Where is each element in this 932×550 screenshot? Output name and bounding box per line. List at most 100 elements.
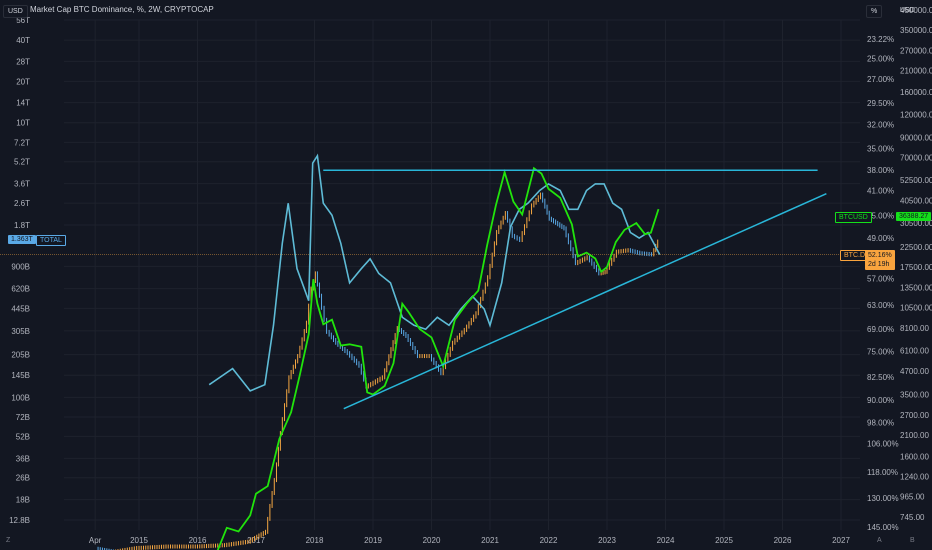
right-pct-tick-3: 29.50% [867, 99, 894, 108]
right-usd-tick-22: 1240.00 [900, 473, 929, 482]
left-axis-tick-16: 145B [11, 371, 30, 380]
settings-icon[interactable]: B [910, 537, 915, 544]
btcusd-name-tag: BTCUSD [835, 212, 872, 223]
right-currency-label[interactable]: USD [900, 7, 915, 14]
right-usd-tick-13: 13500.00 [900, 284, 932, 293]
right-pct-tick-15: 82.50% [867, 373, 894, 382]
left-axis-tick-0: 56T [16, 16, 30, 25]
right-usd-tick-4: 160000.00 [900, 88, 932, 97]
scale-mode-button[interactable]: % [866, 5, 883, 18]
x-axis-tick-10: 2024 [657, 536, 675, 545]
x-axis-tick-1: 2015 [130, 536, 148, 545]
right-pct-tick-9: 49.00% [867, 234, 894, 243]
right-pct-tick-7: 41.00% [867, 186, 894, 195]
series-lines [0, 153, 860, 550]
right-usd-tick-5: 120000.00 [900, 111, 932, 120]
right-usd-tick-1: 350000.00 [900, 26, 932, 35]
right-pct-tick-8: 45.00% [867, 211, 894, 220]
right-usd-tick-9: 40500.00 [900, 197, 932, 206]
chart-title: Market Cap BTC Dominance, %, 2W, CRYPTOC… [30, 5, 214, 14]
left-axis-tick-2: 28T [16, 57, 30, 66]
right-pct-tick-11: 57.00% [867, 274, 894, 283]
left-axis-tick-10: 1.8T [14, 221, 30, 230]
right-pct-tick-0: 23.22% [867, 35, 894, 44]
left-axis-tick-7: 5.2T [14, 158, 30, 167]
right-usd-tick-8: 52500.00 [900, 176, 932, 185]
x-axis-tick-9: 2023 [598, 536, 616, 545]
total-last-value-tag: 1.363T [8, 235, 36, 244]
left-axis-tick-12: 620B [11, 285, 30, 294]
x-axis-tick-8: 2022 [540, 536, 558, 545]
left-axis-tick-15: 205B [11, 351, 30, 360]
right-usd-tick-23: 965.00 [900, 493, 925, 502]
x-axis-tick-6: 2020 [423, 536, 441, 545]
left-axis-tick-11: 900B [11, 262, 30, 271]
x-axis-tick-3: 2017 [247, 536, 265, 545]
right-usd-tick-12: 17500.00 [900, 263, 932, 272]
right-pct-tick-17: 98.00% [867, 419, 894, 428]
right-pct-tick-2: 27.00% [867, 75, 894, 84]
right-pct-tick-18: 106.00% [867, 440, 899, 449]
x-axis-tick-5: 2019 [364, 536, 382, 545]
right-usd-tick-19: 2700.00 [900, 411, 929, 420]
left-axis-tick-9: 2.6T [14, 199, 30, 208]
right-pct-tick-1: 25.00% [867, 55, 894, 64]
right-usd-tick-0: 450000.00 [900, 6, 932, 15]
left-price-axis[interactable]: 56T 40T 28T 20T 14T 10T 7.2T 5.2T 3.6T 2.6T 1.8T 90… [9, 16, 30, 525]
currency-button[interactable]: USD [3, 5, 28, 18]
left-axis-tick-8: 3.6T [14, 180, 30, 189]
x-axis-tick-13: 2027 [832, 536, 850, 545]
left-axis-tick-17: 100B [11, 393, 30, 402]
right-usd-tick-11: 22500.00 [900, 243, 932, 252]
left-axis-tick-21: 26B [16, 474, 30, 483]
left-axis-tick-20: 36B [16, 454, 30, 463]
right-usd-tick-24: 745.00 [900, 513, 925, 522]
time-axis[interactable]: Apr 2015 2016 2017 2018 2019 2020 2021 2022 2023 2… [89, 536, 851, 545]
left-axis-tick-23: 12.8B [9, 516, 30, 525]
left-axis-tick-6: 7.2T [14, 138, 30, 147]
left-axis-tick-18: 72B [16, 413, 30, 422]
x-axis-tick-11: 2025 [715, 536, 733, 545]
right-pct-tick-14: 75.00% [867, 347, 894, 356]
right-pct-tick-12: 63.00% [867, 301, 894, 310]
left-axis-tick-4: 14T [16, 99, 30, 108]
left-axis-tick-5: 10T [16, 119, 30, 128]
right-usd-tick-14: 10500.00 [900, 304, 932, 313]
btcusd-line [216, 166, 660, 550]
right-usd-tick-7: 70000.00 [900, 153, 932, 162]
rising-support-trendline [343, 193, 827, 410]
right-usd-tick-10: 30500.00 [900, 219, 932, 228]
right-pct-tick-19: 118.00% [867, 468, 898, 477]
right-pct-tick-16: 90.00% [867, 396, 894, 405]
left-axis-tick-19: 52B [16, 432, 30, 441]
btc-dominance-line [208, 153, 661, 392]
right-pct-tick-21: 145.00% [867, 523, 899, 532]
right-usd-tick-16: 6100.00 [900, 347, 929, 356]
right-usd-axis[interactable]: 450000.00 350000.00 270000.00 210000.00 1600… [900, 6, 932, 522]
left-axis-tick-13: 445B [11, 304, 30, 313]
right-pct-tick-4: 32.00% [867, 120, 894, 129]
x-axis-tick-4: 2018 [306, 536, 324, 545]
right-usd-tick-3: 210000.00 [900, 66, 932, 75]
right-usd-tick-20: 2100.00 [900, 431, 929, 440]
right-usd-tick-2: 270000.00 [900, 46, 932, 55]
right-usd-tick-15: 8100.00 [900, 324, 929, 333]
btcd-countdown: 2d 19h [868, 261, 890, 268]
right-usd-tick-6: 90000.00 [900, 133, 932, 142]
btcd-value: 52.16% [868, 252, 892, 259]
total-series-name-tag: TOTAL [36, 235, 66, 246]
x-axis-tick-7: 2021 [481, 536, 499, 545]
right-pct-tick-6: 38.00% [867, 166, 894, 175]
x-axis-tick-12: 2026 [774, 536, 792, 545]
right-usd-tick-17: 4700.00 [900, 367, 929, 376]
auto-scale-icon[interactable]: A [877, 537, 882, 544]
left-axis-tick-1: 40T [16, 36, 30, 45]
right-usd-tick-21: 1600.00 [900, 452, 929, 461]
right-usd-tick-18: 3500.00 [900, 391, 929, 400]
btcd-last-value-tag: 52.16% 2d 19h [865, 250, 895, 270]
right-pct-tick-13: 69.00% [867, 325, 894, 334]
zoom-icon[interactable]: Z [6, 537, 11, 544]
trendlines[interactable] [323, 169, 827, 410]
right-pct-tick-20: 130.00% [867, 494, 899, 503]
